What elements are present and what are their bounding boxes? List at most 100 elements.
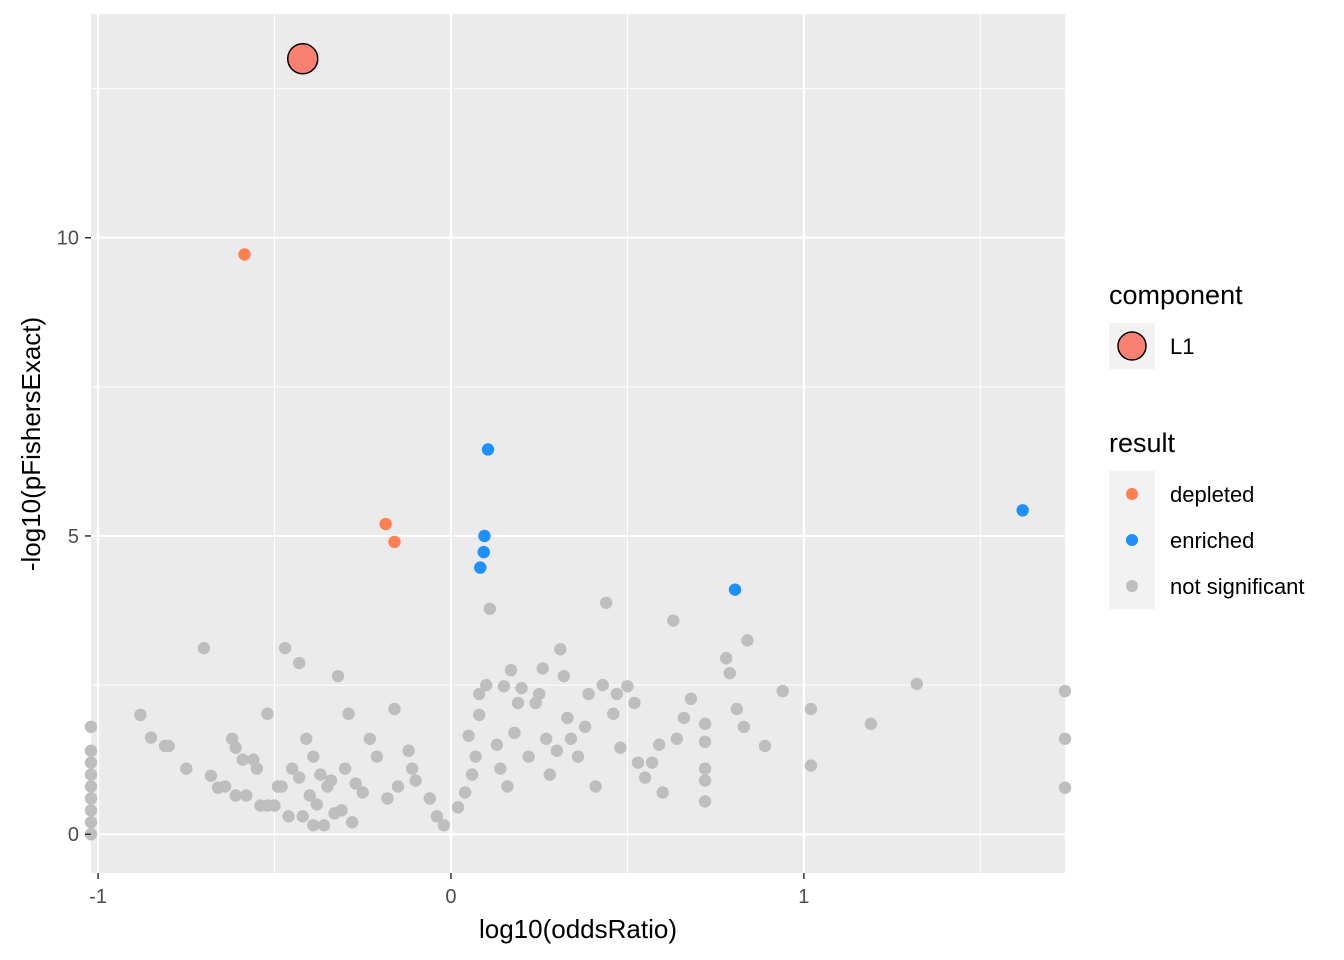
legend-result: result depleted enriched not significant xyxy=(1109,428,1305,609)
point-not-significant xyxy=(310,798,324,811)
point-not-significant xyxy=(684,692,698,706)
point-depleted xyxy=(238,248,251,261)
point-not-significant xyxy=(532,687,546,701)
point-not-significant xyxy=(381,792,394,805)
point-not-significant xyxy=(737,720,751,734)
y-tick-label: 0 xyxy=(68,824,79,846)
legend-key-depleted xyxy=(1126,488,1138,500)
point-not-significant xyxy=(469,750,482,763)
point-not-significant xyxy=(134,708,147,722)
point-not-significant xyxy=(621,680,634,693)
legend-label-l1: L1 xyxy=(1170,334,1194,359)
point-not-significant xyxy=(84,816,98,829)
point-not-significant xyxy=(229,789,242,802)
point-not-significant xyxy=(1058,732,1072,745)
point-not-significant xyxy=(84,792,98,805)
point-not-significant xyxy=(698,717,712,731)
point-not-significant xyxy=(162,739,175,753)
point-not-significant xyxy=(261,707,274,720)
point-not-significant xyxy=(303,789,316,802)
point-not-significant xyxy=(370,750,384,763)
point-not-significant xyxy=(758,739,772,753)
point-not-significant xyxy=(293,771,306,784)
point-not-significant xyxy=(511,696,525,710)
point-depleted xyxy=(388,535,401,549)
x-tick-label: 0 xyxy=(445,886,456,908)
point-not-significant xyxy=(656,786,669,799)
point-not-significant xyxy=(578,720,592,734)
point-not-significant xyxy=(84,744,98,757)
point-enriched xyxy=(477,545,490,559)
point-not-significant xyxy=(571,750,585,763)
point-not-significant xyxy=(268,799,281,812)
legend-label-not-significant: not significant xyxy=(1170,574,1305,599)
grid-lines xyxy=(91,14,1065,873)
point-not-significant xyxy=(589,780,602,793)
point-not-significant xyxy=(180,762,193,775)
point-l1 xyxy=(286,42,319,75)
point-enriched xyxy=(728,583,742,596)
point-not-significant xyxy=(723,666,736,680)
point-not-significant xyxy=(741,634,754,647)
x-axis-title: log10(oddsRatio) xyxy=(479,914,677,944)
point-not-significant xyxy=(307,819,320,832)
point-not-significant xyxy=(331,669,345,683)
point-not-significant xyxy=(278,641,292,655)
point-not-significant xyxy=(515,681,528,695)
y-tick-label: 5 xyxy=(68,526,79,548)
point-not-significant xyxy=(554,643,567,656)
point-not-significant xyxy=(197,641,211,655)
point-not-significant xyxy=(409,774,422,787)
legend-key-enriched xyxy=(1126,534,1138,546)
point-not-significant xyxy=(236,753,249,766)
point-enriched xyxy=(478,529,491,543)
point-not-significant xyxy=(275,780,288,793)
series-significant xyxy=(238,42,1029,596)
point-not-significant xyxy=(296,810,309,823)
point-not-significant xyxy=(561,711,574,725)
point-not-significant xyxy=(345,816,359,829)
point-not-significant xyxy=(483,602,496,615)
x-tick-label: -1 xyxy=(89,886,107,908)
point-not-significant xyxy=(338,762,352,775)
point-not-significant xyxy=(804,702,818,716)
point-not-significant xyxy=(804,759,818,772)
point-not-significant xyxy=(522,750,535,763)
point-not-significant xyxy=(391,780,405,793)
point-not-significant xyxy=(282,810,295,823)
point-not-significant xyxy=(465,768,479,781)
point-not-significant xyxy=(388,702,401,716)
point-not-significant xyxy=(300,732,313,745)
point-not-significant xyxy=(229,741,242,754)
point-not-significant xyxy=(451,801,465,814)
point-not-significant xyxy=(314,768,327,781)
x-tick-label: 1 xyxy=(798,886,809,908)
point-not-significant xyxy=(356,786,369,799)
point-not-significant xyxy=(864,717,878,731)
point-not-significant xyxy=(293,656,306,670)
point-not-significant xyxy=(494,762,507,775)
point-not-significant xyxy=(667,614,680,627)
point-not-significant xyxy=(536,662,549,675)
point-not-significant xyxy=(614,741,627,754)
point-not-significant xyxy=(335,804,348,817)
point-not-significant xyxy=(638,771,652,784)
point-not-significant xyxy=(628,696,641,710)
point-not-significant xyxy=(472,708,486,722)
point-not-significant xyxy=(1058,781,1072,794)
point-not-significant xyxy=(144,731,158,744)
point-depleted xyxy=(379,517,392,531)
point-not-significant xyxy=(349,777,362,790)
point-not-significant xyxy=(652,738,666,751)
point-not-significant xyxy=(670,732,684,745)
point-not-significant xyxy=(508,726,521,740)
point-not-significant xyxy=(324,774,338,787)
point-not-significant xyxy=(423,792,436,805)
point-not-significant xyxy=(501,780,514,793)
point-not-significant xyxy=(720,652,733,665)
point-not-significant xyxy=(607,707,620,720)
point-enriched xyxy=(474,561,487,574)
point-not-significant xyxy=(698,774,712,787)
